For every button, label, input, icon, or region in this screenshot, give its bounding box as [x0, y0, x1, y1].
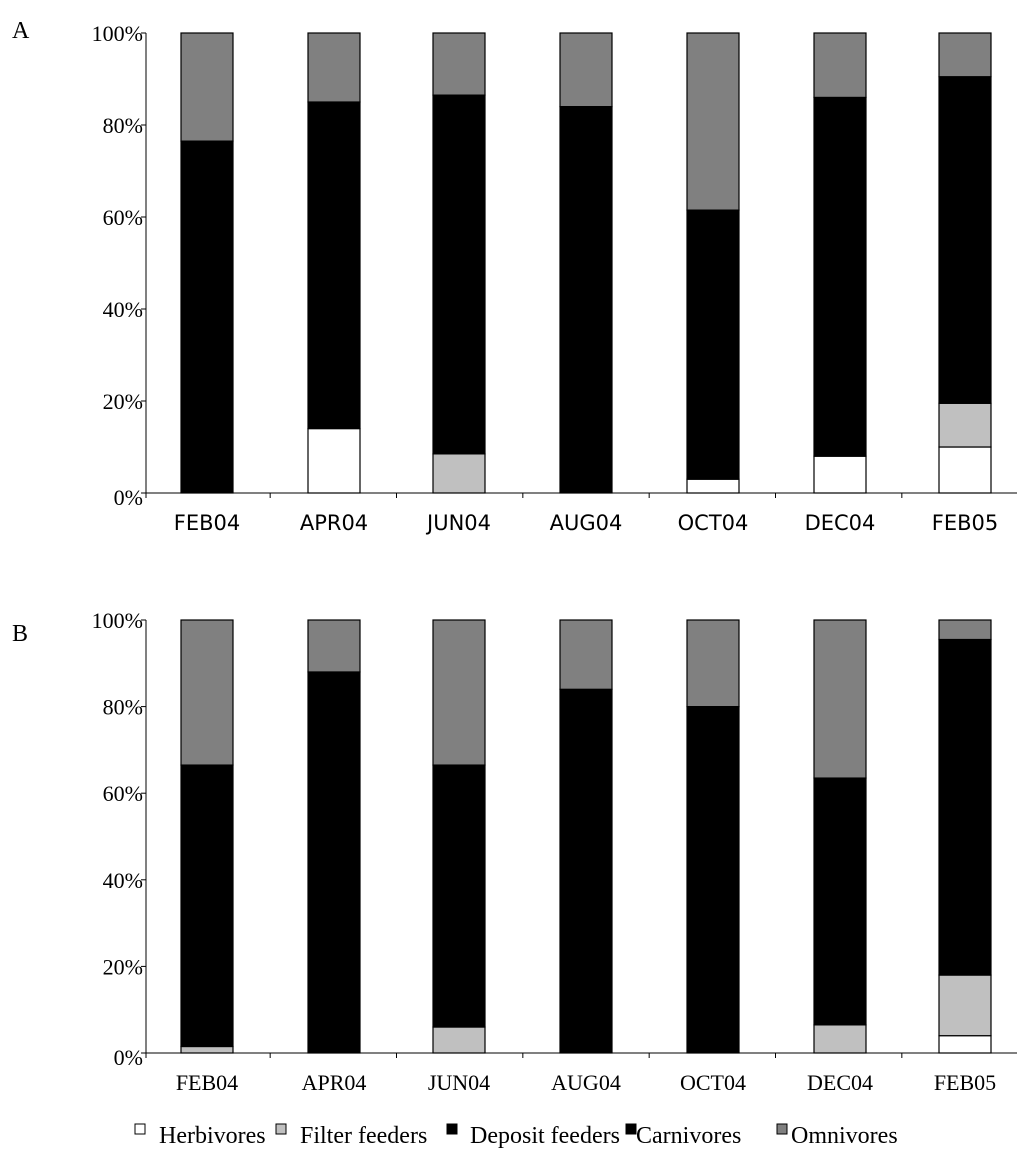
- bar-segment-deposit-feeders: [686, 705, 740, 1054]
- y-tick-label: 20%: [103, 954, 143, 979]
- y-tick-label: 0%: [114, 485, 143, 510]
- x-tick-label: OCT04: [680, 1070, 746, 1095]
- bar-segment-omnivores: [559, 619, 613, 690]
- bar-segment-omnivores: [686, 32, 740, 211]
- y-tick-label: 100%: [92, 21, 143, 46]
- bar-segment-omnivores: [938, 619, 992, 641]
- chart-panel-a: A 0% 20% 40% 60% 80% 100% FEB04 APR04 JUN04 AUG04 O…: [12, 18, 1017, 535]
- bar-segment-omnivores: [938, 32, 992, 78]
- bar-segment-filter-feeders: [813, 1024, 867, 1054]
- y-tick-label: 80%: [103, 113, 143, 138]
- bar-segment-omnivores: [307, 32, 361, 103]
- legend-swatch-deposit-feeders: [446, 1123, 458, 1135]
- bar-segment-filter-feeders: [938, 974, 992, 1037]
- legend-label-filter-feeders: Filter feeders: [300, 1123, 427, 1149]
- bar-segment-deposit-feeders: [432, 94, 486, 455]
- x-tick-label: AUG04: [551, 1070, 621, 1095]
- panel-label: A: [12, 18, 30, 44]
- legend-swatch-filter-feeders: [275, 1123, 287, 1135]
- bar-segment-filter-feeders: [180, 1045, 234, 1054]
- y-tick-label: 100%: [92, 608, 143, 633]
- bar-segment-omnivores: [180, 619, 234, 766]
- bar-segment-deposit-feeders: [180, 764, 234, 1048]
- x-tick-label: JUN04: [428, 1070, 490, 1095]
- x-tick-label: FEB04: [174, 511, 240, 535]
- legend-swatch-omnivores: [776, 1123, 788, 1135]
- bar-segment-omnivores: [180, 32, 234, 142]
- x-tick-label: JUN04: [425, 511, 491, 535]
- bar-segment-deposit-feeders: [813, 96, 867, 457]
- bar-segment-omnivores: [432, 619, 486, 766]
- x-tick-label: APR04: [302, 1070, 367, 1095]
- bar-segment-herbivores: [938, 1035, 992, 1054]
- bar-segment-herbivores: [686, 478, 740, 494]
- bar-segment-herbivores: [307, 428, 361, 494]
- x-tick-label: AUG04: [550, 511, 623, 535]
- bar-segment-omnivores: [813, 32, 867, 99]
- legend-swatch-herbivores: [134, 1123, 146, 1135]
- x-tick-label: DEC04: [805, 511, 876, 535]
- y-tick-label: 60%: [103, 781, 143, 806]
- bar-segment-deposit-feeders: [938, 76, 992, 404]
- bar-segment-deposit-feeders: [559, 688, 613, 1054]
- bar-segment-omnivores: [813, 619, 867, 779]
- bar-segment-omnivores: [307, 619, 361, 673]
- bar-segment-filter-feeders: [938, 402, 992, 448]
- legend-label-omnivores: Omnivores: [791, 1123, 898, 1149]
- y-tick-label: 20%: [103, 389, 143, 414]
- bar-segment-deposit-feeders: [307, 671, 361, 1054]
- y-tick-label: 60%: [103, 205, 143, 230]
- legend-swatch-carnivores: [625, 1123, 637, 1135]
- bar-segment-deposit-feeders: [432, 764, 486, 1028]
- x-tick-label: APR04: [300, 511, 368, 535]
- legend-label-carnivores: Carnivores: [636, 1123, 741, 1149]
- y-tick-label: 80%: [103, 695, 143, 720]
- x-tick-label: FEB05: [934, 1070, 996, 1095]
- y-tick-label: 0%: [114, 1045, 143, 1070]
- legend: Herbivores Filter feeders Deposit feeders C…: [134, 1123, 898, 1149]
- panel-label: B: [12, 621, 28, 647]
- x-tick-label: FEB05: [932, 511, 998, 535]
- x-tick-label: DEC04: [807, 1070, 873, 1095]
- bar-segment-deposit-feeders: [813, 777, 867, 1026]
- legend-label-herbivores: Herbivores: [159, 1123, 266, 1149]
- legend-label-deposit-feeders: Deposit feeders: [470, 1123, 620, 1149]
- bar-segment-deposit-feeders: [307, 101, 361, 430]
- bar-segment-deposit-feeders: [938, 638, 992, 976]
- bar-segment-herbivores: [813, 455, 867, 494]
- bar-segment-herbivores: [938, 446, 992, 494]
- bar-segment-filter-feeders: [432, 1026, 486, 1054]
- x-tick-label: OCT04: [678, 511, 749, 535]
- y-tick-label: 40%: [103, 297, 143, 322]
- bar-segment-deposit-feeders: [559, 105, 613, 494]
- bar-segment-deposit-feeders: [180, 140, 234, 494]
- bar-segment-omnivores: [432, 32, 486, 96]
- y-tick-label: 40%: [103, 868, 143, 893]
- chart-panel-b: B 0% 20% 40% 60% 80% 100% FEB04 APR04 JUN04 AUG04 O…: [12, 608, 1017, 1095]
- bar-segment-filter-feeders: [432, 453, 486, 494]
- bar-segment-omnivores: [686, 619, 740, 708]
- bar-segment-omnivores: [559, 32, 613, 108]
- x-tick-label: FEB04: [176, 1070, 238, 1095]
- bar-segment-deposit-feeders: [686, 209, 740, 480]
